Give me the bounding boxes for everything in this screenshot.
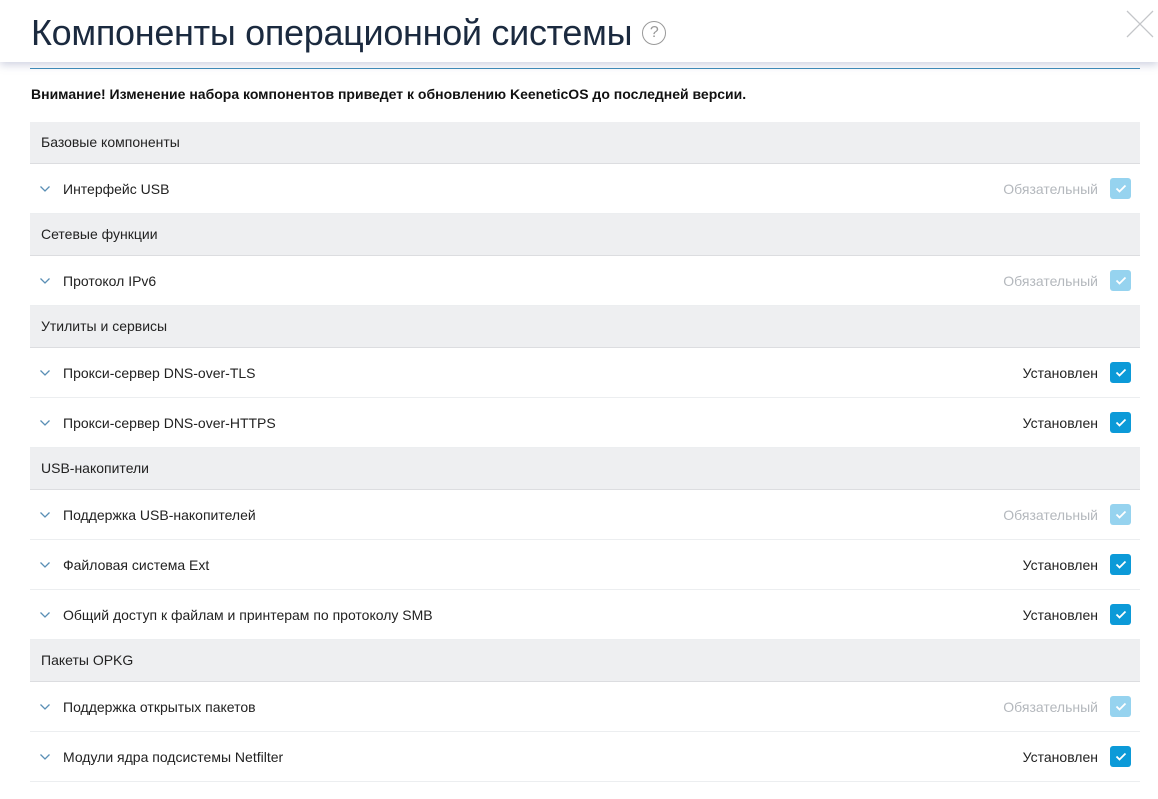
chevron-down-icon[interactable] xyxy=(40,753,50,760)
component-checkbox[interactable] xyxy=(1110,746,1131,767)
section-header: Сетевые функции xyxy=(30,214,1140,256)
check-icon xyxy=(1115,752,1126,761)
dialog-header: Компоненты операционной системы ? xyxy=(0,0,1158,62)
component-label: Прокси-сервер DNS-over-TLS xyxy=(63,364,256,381)
component-row[interactable]: Файловая система Ext Установлен xyxy=(30,540,1140,590)
component-row[interactable]: Прокси-сервер DNS-over-HTTPS Установлен xyxy=(30,398,1140,448)
chevron-down-icon[interactable] xyxy=(40,185,50,192)
chevron-down-icon[interactable] xyxy=(40,277,50,284)
component-checkbox xyxy=(1110,696,1131,717)
component-status: Обязательный xyxy=(1003,180,1098,197)
check-icon xyxy=(1115,276,1126,285)
component-label: Протокол IPv6 xyxy=(63,272,157,289)
page-title-text: Компоненты операционной системы xyxy=(31,12,633,53)
component-checkbox[interactable] xyxy=(1110,362,1131,383)
component-row[interactable]: Протокол IPv6 Обязательный xyxy=(30,256,1140,306)
component-status: Обязательный xyxy=(1003,272,1098,289)
component-checkbox[interactable] xyxy=(1110,554,1131,575)
component-checkbox xyxy=(1110,178,1131,199)
component-checkbox[interactable] xyxy=(1110,604,1131,625)
check-icon xyxy=(1115,560,1126,569)
component-label: Файловая система Ext xyxy=(63,556,210,573)
chevron-down-icon[interactable] xyxy=(40,511,50,518)
component-status: Обязательный xyxy=(1003,698,1098,715)
check-icon xyxy=(1115,702,1126,711)
component-row[interactable]: Поддержка USB-накопителей Обязательный xyxy=(30,490,1140,540)
component-label: Интерфейс USB xyxy=(63,180,170,197)
chevron-down-icon[interactable] xyxy=(40,561,50,568)
component-checkbox[interactable] xyxy=(1110,412,1131,433)
component-label: Модули ядра подсистемы Netfilter xyxy=(63,748,284,765)
section-header: Пакеты OPKG xyxy=(30,640,1140,682)
component-row[interactable]: Поддержка открытых пакетов Обязательный xyxy=(30,682,1140,732)
component-row[interactable]: Модули ядра подсистемы Netfilter Установ… xyxy=(30,732,1140,782)
component-status: Установлен xyxy=(1022,606,1098,623)
component-row[interactable]: Прокси-сервер DNS-over-TLS Установлен xyxy=(30,348,1140,398)
close-icon[interactable] xyxy=(1126,10,1154,38)
component-status: Установлен xyxy=(1022,364,1098,381)
check-icon xyxy=(1115,184,1126,193)
chevron-down-icon[interactable] xyxy=(40,419,50,426)
question-circle-icon[interactable]: ? xyxy=(642,21,667,45)
section-header: USB-накопители xyxy=(30,448,1140,490)
component-checkbox xyxy=(1110,270,1131,291)
chevron-down-icon[interactable] xyxy=(40,703,50,710)
component-checkbox xyxy=(1110,504,1131,525)
check-icon xyxy=(1115,368,1126,377)
component-label: Поддержка USB-накопителей xyxy=(63,506,256,523)
components-list: Базовые компоненты Интерфейс USB Обязате… xyxy=(30,122,1140,782)
check-icon xyxy=(1115,610,1126,619)
page-title: Компоненты операционной системы ? xyxy=(31,12,667,54)
component-row[interactable]: Общий доступ к файлам и принтерам по про… xyxy=(30,590,1140,640)
divider xyxy=(30,68,1140,69)
component-status: Установлен xyxy=(1022,748,1098,765)
check-icon xyxy=(1115,418,1126,427)
component-status: Установлен xyxy=(1022,556,1098,573)
chevron-down-icon[interactable] xyxy=(40,611,50,618)
section-header: Утилиты и сервисы xyxy=(30,306,1140,348)
chevron-down-icon[interactable] xyxy=(40,369,50,376)
component-row[interactable]: Интерфейс USB Обязательный xyxy=(30,164,1140,214)
component-status: Установлен xyxy=(1022,414,1098,431)
section-header: Базовые компоненты xyxy=(30,122,1140,164)
component-status: Обязательный xyxy=(1003,506,1098,523)
check-icon xyxy=(1115,510,1126,519)
warning-text: Внимание! Изменение набора компонентов п… xyxy=(31,86,747,102)
component-label: Поддержка открытых пакетов xyxy=(63,698,256,715)
component-label: Прокси-сервер DNS-over-HTTPS xyxy=(63,414,276,431)
component-label: Общий доступ к файлам и принтерам по про… xyxy=(63,606,433,623)
